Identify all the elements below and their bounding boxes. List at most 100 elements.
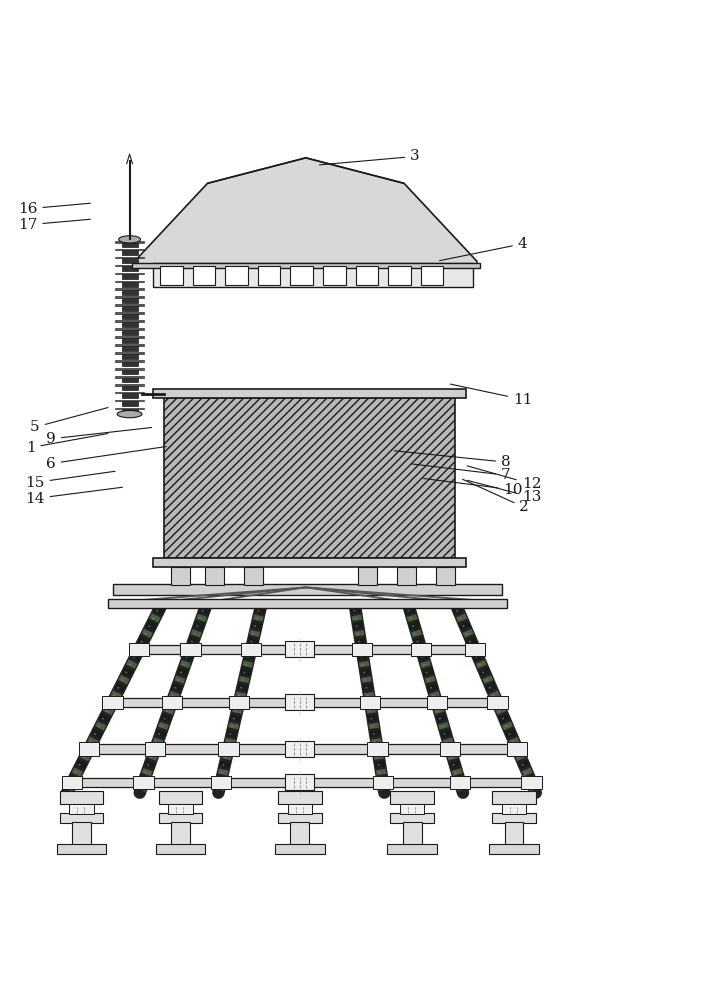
Bar <box>115 273 144 274</box>
Text: 15: 15 <box>25 471 115 490</box>
Bar <box>168 804 193 814</box>
Bar <box>285 741 314 757</box>
Text: 4: 4 <box>440 237 528 261</box>
Bar <box>210 776 231 789</box>
Bar <box>115 320 144 322</box>
Text: 9: 9 <box>46 428 151 446</box>
Bar <box>193 266 215 285</box>
Bar <box>132 645 482 654</box>
Bar <box>122 337 138 343</box>
Bar <box>218 742 239 756</box>
Text: 7: 7 <box>412 464 511 482</box>
Bar <box>115 384 144 386</box>
Text: 1: 1 <box>25 434 108 455</box>
Bar <box>122 393 138 398</box>
Bar <box>115 288 144 290</box>
Bar <box>436 567 455 585</box>
Bar <box>115 265 144 266</box>
Text: 12: 12 <box>467 466 541 491</box>
Bar <box>122 409 138 414</box>
Bar <box>122 345 138 351</box>
Bar <box>421 266 443 285</box>
Bar <box>153 558 466 567</box>
Bar <box>69 804 94 814</box>
Bar <box>122 258 138 263</box>
Bar <box>122 242 138 247</box>
Bar <box>122 369 138 374</box>
Bar <box>411 643 432 656</box>
Bar <box>115 328 144 330</box>
Bar <box>145 742 165 756</box>
Bar <box>205 567 224 585</box>
Bar <box>122 314 138 319</box>
Bar <box>60 813 103 823</box>
Bar <box>122 401 138 406</box>
Bar <box>113 584 502 595</box>
Bar <box>275 844 325 854</box>
Bar <box>156 844 205 854</box>
Bar <box>358 567 377 585</box>
Text: 5: 5 <box>30 408 108 434</box>
Bar <box>72 822 91 845</box>
Bar <box>115 392 144 393</box>
Bar <box>65 778 539 787</box>
Bar <box>153 263 473 287</box>
Bar <box>115 344 144 346</box>
Bar <box>290 266 313 285</box>
Bar <box>162 696 182 709</box>
Bar <box>108 599 507 608</box>
Bar <box>129 643 149 656</box>
Bar <box>390 813 434 823</box>
Bar <box>487 696 507 709</box>
Bar <box>285 641 314 657</box>
Bar <box>160 266 183 285</box>
Bar <box>102 696 122 709</box>
Bar <box>153 389 466 398</box>
Bar <box>115 281 144 282</box>
Bar <box>400 804 424 814</box>
Bar <box>360 696 380 709</box>
Bar <box>352 643 372 656</box>
Bar <box>115 376 144 378</box>
Bar <box>258 266 280 285</box>
Bar <box>241 643 261 656</box>
Polygon shape <box>135 158 477 267</box>
Bar <box>115 360 144 362</box>
Bar <box>122 282 138 287</box>
Bar <box>122 290 138 295</box>
Bar <box>122 330 138 335</box>
Bar <box>122 385 138 390</box>
Bar <box>492 791 536 804</box>
Bar <box>388 266 411 285</box>
Bar <box>505 822 523 845</box>
Text: 3: 3 <box>320 149 420 165</box>
Bar <box>115 304 144 306</box>
Bar <box>355 266 379 285</box>
Bar <box>278 813 322 823</box>
Text: 11: 11 <box>451 384 532 407</box>
Bar <box>115 241 144 243</box>
Bar <box>489 844 539 854</box>
Bar <box>159 791 202 804</box>
Bar <box>115 400 144 401</box>
Bar <box>115 312 144 314</box>
Bar <box>159 813 202 823</box>
Bar <box>502 804 526 814</box>
Bar <box>62 776 82 789</box>
Bar <box>285 774 314 790</box>
Bar <box>60 791 103 804</box>
Bar <box>427 696 447 709</box>
Bar <box>387 844 437 854</box>
Bar <box>323 266 346 285</box>
Bar <box>368 742 388 756</box>
Bar <box>122 322 138 327</box>
Bar <box>440 742 461 756</box>
Bar <box>105 698 505 707</box>
Bar <box>133 776 154 789</box>
Bar <box>450 776 470 789</box>
Bar <box>132 263 480 268</box>
Bar <box>115 249 144 250</box>
Bar <box>115 368 144 370</box>
Bar <box>373 776 393 789</box>
Text: 6: 6 <box>46 447 166 471</box>
